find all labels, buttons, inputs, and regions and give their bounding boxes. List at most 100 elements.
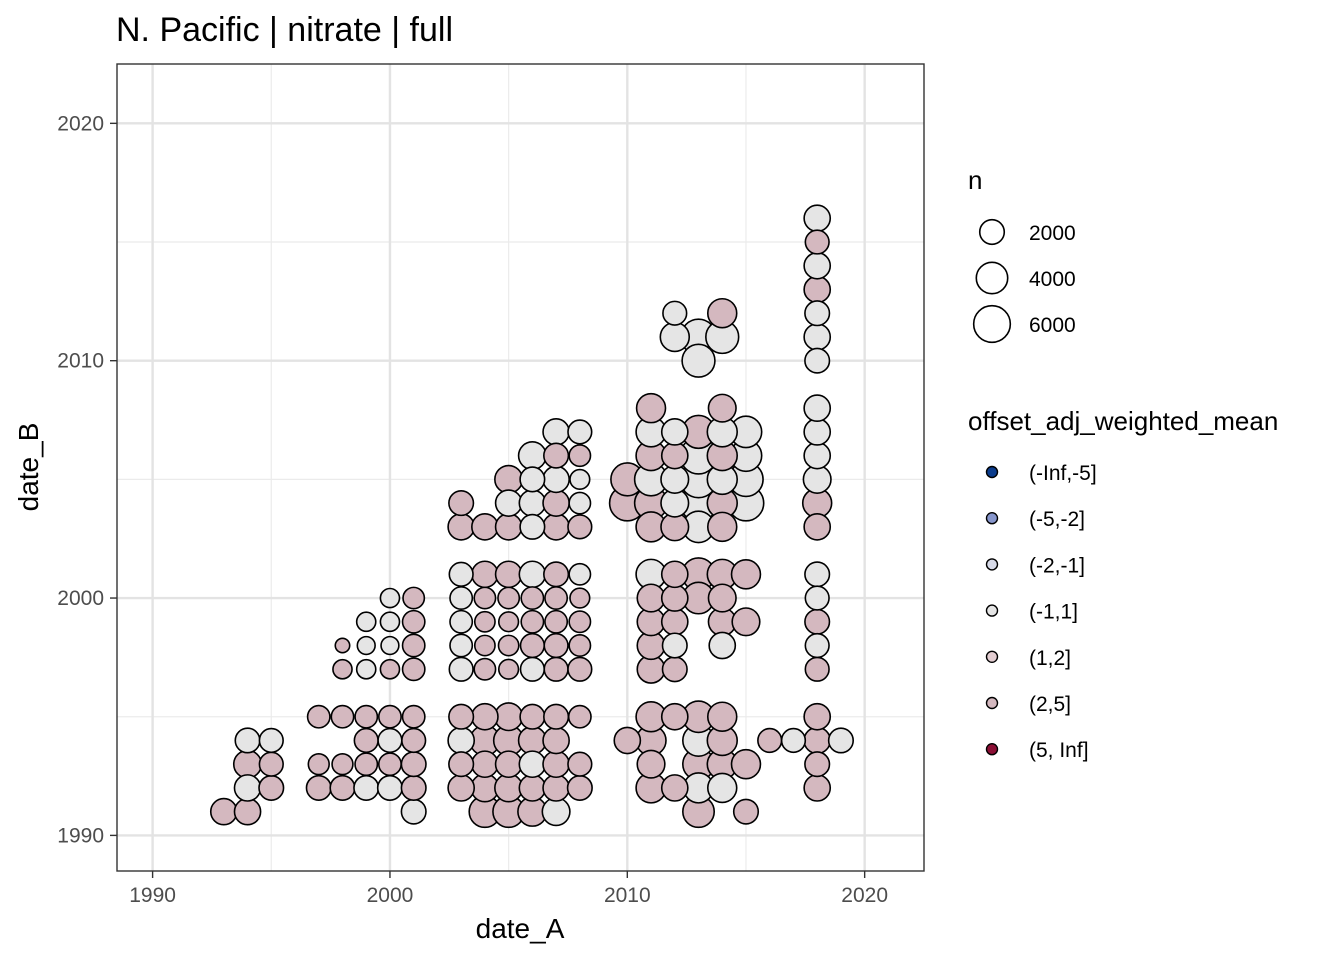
data-point bbox=[568, 610, 592, 634]
data-point bbox=[661, 632, 688, 659]
data-point bbox=[518, 750, 547, 779]
data-point bbox=[543, 561, 570, 588]
data-point bbox=[331, 752, 354, 776]
data-point bbox=[568, 634, 592, 657]
chart-title: N. Pacific | nitrate | full bbox=[116, 11, 453, 49]
data-point bbox=[449, 633, 474, 658]
data-point bbox=[730, 748, 762, 780]
data-point bbox=[567, 656, 593, 682]
data-point bbox=[377, 752, 402, 777]
data-point bbox=[803, 512, 832, 541]
data-point bbox=[497, 634, 520, 657]
data-point bbox=[234, 727, 261, 754]
color-legend-label: (-1,1] bbox=[1029, 601, 1078, 624]
data-point bbox=[449, 609, 474, 634]
color-legend-key bbox=[985, 696, 999, 710]
color-legend-label: (2,5] bbox=[1029, 693, 1071, 716]
data-point bbox=[473, 610, 496, 633]
data-point bbox=[707, 583, 737, 613]
data-point bbox=[636, 583, 666, 613]
data-point bbox=[258, 751, 284, 777]
data-point bbox=[542, 489, 570, 517]
data-point bbox=[494, 464, 524, 494]
data-point bbox=[494, 512, 523, 541]
data-point bbox=[803, 251, 832, 280]
data-point bbox=[542, 418, 570, 446]
y-tick-label: 2000 bbox=[57, 587, 104, 610]
color-legend-key bbox=[985, 650, 999, 663]
y-tick-label: 2020 bbox=[57, 112, 104, 135]
data-point bbox=[233, 774, 262, 802]
data-point bbox=[473, 634, 496, 657]
data-point bbox=[569, 468, 591, 491]
data-point bbox=[447, 726, 476, 755]
x-tick-label: 2010 bbox=[604, 884, 651, 907]
grid-lines bbox=[117, 64, 924, 871]
data-point bbox=[306, 704, 331, 729]
data-point bbox=[494, 750, 523, 779]
data-point bbox=[804, 229, 830, 255]
data-point bbox=[804, 347, 831, 374]
data-point bbox=[804, 632, 830, 659]
data-point bbox=[542, 774, 570, 802]
data-point bbox=[355, 658, 377, 680]
data-point bbox=[494, 560, 523, 589]
data-point bbox=[707, 393, 737, 423]
data-point bbox=[356, 635, 376, 656]
data-point bbox=[662, 300, 688, 326]
data-point bbox=[519, 656, 546, 682]
data-point bbox=[471, 702, 499, 731]
data-point bbox=[447, 774, 476, 802]
size-legend-label: 2000 bbox=[1029, 222, 1076, 245]
data-point bbox=[567, 419, 593, 445]
data-point bbox=[827, 727, 854, 754]
data-point bbox=[232, 749, 263, 779]
data-point bbox=[354, 752, 379, 777]
data-point bbox=[803, 204, 832, 233]
data-point bbox=[804, 300, 831, 327]
x-tick-label: 2020 bbox=[841, 884, 888, 907]
data-point bbox=[544, 609, 569, 634]
color-legend-key bbox=[985, 604, 999, 617]
data-point bbox=[542, 750, 570, 779]
data-point bbox=[520, 609, 545, 634]
data-point bbox=[332, 658, 353, 680]
x-tick-label: 1990 bbox=[129, 884, 176, 907]
data-point bbox=[660, 584, 689, 612]
data-point bbox=[518, 489, 547, 517]
data-point bbox=[660, 560, 689, 589]
data-point bbox=[803, 418, 832, 446]
color-legend-label: (-5,-2] bbox=[1029, 508, 1085, 531]
data-point bbox=[448, 490, 475, 517]
data-point bbox=[258, 727, 284, 754]
data-point bbox=[706, 511, 738, 543]
data-point bbox=[379, 587, 401, 609]
data-points bbox=[209, 204, 854, 829]
data-point bbox=[209, 797, 238, 826]
data-point bbox=[803, 726, 832, 755]
size-legend-key bbox=[975, 261, 1009, 295]
data-point bbox=[377, 727, 403, 754]
data-point bbox=[659, 321, 691, 353]
data-point bbox=[544, 586, 569, 611]
data-point bbox=[448, 561, 474, 587]
data-point bbox=[681, 343, 716, 378]
data-point bbox=[804, 585, 830, 611]
data-point bbox=[380, 635, 400, 656]
data-point bbox=[494, 702, 524, 732]
data-point bbox=[567, 751, 593, 777]
color-legend-title: offset_adj_weighted_mean bbox=[968, 406, 1278, 436]
data-point bbox=[377, 704, 402, 729]
data-point bbox=[542, 726, 570, 755]
color-legend-key bbox=[985, 558, 999, 571]
data-point bbox=[473, 586, 497, 610]
data-point bbox=[541, 797, 571, 827]
data-point bbox=[568, 444, 592, 468]
color-legend-key bbox=[985, 743, 999, 756]
data-point bbox=[543, 703, 570, 730]
data-point bbox=[543, 442, 570, 469]
data-point bbox=[401, 609, 426, 634]
data-point bbox=[660, 774, 689, 802]
data-point bbox=[401, 727, 427, 754]
